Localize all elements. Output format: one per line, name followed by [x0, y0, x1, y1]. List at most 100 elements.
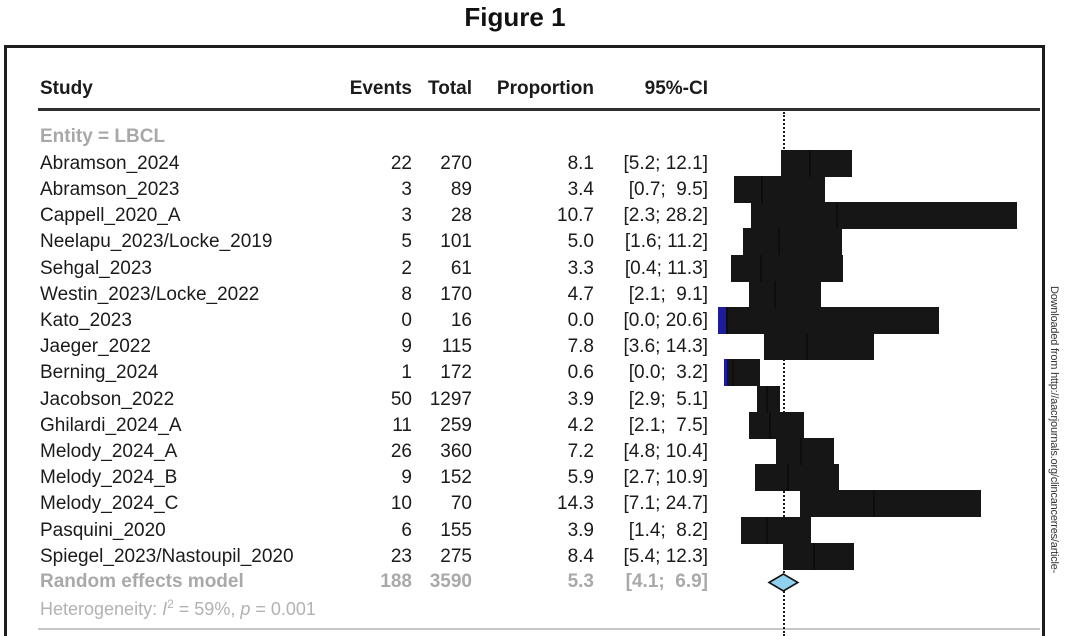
study-ci-value: [2.9; 5.1] — [628, 388, 708, 410]
study-ci-value: [1.6; 11.2] — [624, 231, 708, 253]
effect-point-tick — [800, 437, 803, 465]
subgroup-label: Entity = LBCL — [40, 126, 166, 147]
ci-whisker — [741, 516, 812, 544]
ci-whisker — [750, 202, 1018, 230]
study-ci-value: [2.1; 7.5] — [628, 414, 708, 436]
study-proportion-value: 3.3 — [567, 257, 594, 279]
study-row: Jaeger_2022 9 115 7.8 [3.6; 14.3] — [0, 333, 1080, 361]
ci-whisker — [776, 437, 835, 465]
study-name: Ghilardi_2024_A — [40, 414, 182, 436]
heterogeneity-suffix: = 0.001 — [250, 599, 316, 619]
pooled-estimate-reference-line — [782, 112, 785, 636]
study-ci-value: [2.7; 10.9] — [623, 467, 708, 489]
study-row: Ghilardi_2024_A 11 259 4.2 [2.1; 7.5] — [0, 411, 1080, 439]
study-total-value: 28 — [450, 205, 472, 227]
study-row: Abramson_2023 3 89 3.4 [0.7; 9.5] — [0, 175, 1080, 203]
study-proportion-value: 4.2 — [567, 414, 594, 436]
study-name: Berning_2024 — [40, 362, 159, 384]
study-total-value: 170 — [440, 283, 472, 305]
effect-point-tick — [812, 542, 815, 570]
study-row: Berning_2024 1 172 0.6 [0.0; 3.2] — [0, 359, 1080, 387]
study-total-value: 61 — [450, 257, 472, 279]
study-proportion-value: 4.7 — [567, 283, 594, 305]
study-name: Neelapu_2023/Locke_2019 — [40, 231, 273, 253]
study-events-value: 5 — [401, 231, 412, 253]
study-row: Spiegel_2023/Nastoupil_2020 23 275 8.4 [5.4;… — [0, 542, 1080, 570]
study-events-value: 3 — [401, 178, 412, 200]
study-name: Jacobson_2022 — [40, 388, 175, 410]
study-ci-value: [3.6; 14.3] — [623, 336, 708, 358]
study-events-value: 0 — [401, 309, 412, 331]
ci-whisker — [743, 228, 843, 256]
column-header-ci: 95%-CI — [644, 78, 708, 99]
study-row: Abramson_2024 22 270 8.1 [5.2; 12.1] — [0, 149, 1080, 177]
ci-whisker — [748, 280, 821, 308]
study-events-value: 23 — [390, 545, 412, 567]
study-total-value: 360 — [440, 440, 472, 462]
study-total-value: 259 — [440, 414, 472, 436]
study-events-value: 8 — [401, 283, 412, 305]
study-proportion-value: 14.3 — [557, 493, 594, 515]
study-ci-value: [4.8; 10.4] — [623, 440, 708, 462]
study-proportion-value: 5.9 — [567, 467, 594, 489]
ci-whisker — [800, 490, 982, 518]
study-ci-value: [0.7; 9.5] — [628, 178, 708, 200]
ci-whisker — [782, 542, 854, 570]
study-proportion-value: 10.7 — [557, 205, 594, 227]
study-total-value: 172 — [440, 362, 472, 384]
study-name: Melody_2024_B — [40, 467, 178, 489]
effect-point-tick — [769, 411, 772, 439]
study-name: Cappell_2020_A — [40, 205, 181, 227]
study-total-value: 1297 — [429, 388, 472, 410]
study-ci-value: [0.4; 11.3] — [624, 257, 708, 279]
study-row: Westin_2023/Locke_2022 8 170 4.7 [2.1; 9.1] — [0, 280, 1080, 308]
study-proportion-value: 3.9 — [567, 519, 594, 541]
study-ci-value: [2.1; 9.1] — [628, 283, 708, 305]
study-name: Sehgal_2023 — [40, 257, 152, 279]
download-watermark: Downloaded from http://aacrjournals.org/… — [1048, 286, 1060, 574]
summary-diamond-shape — [767, 572, 800, 592]
summary-events-value: 188 — [380, 571, 412, 592]
study-proportion-value: 7.8 — [567, 336, 594, 358]
ci-whisker — [754, 464, 840, 492]
x-axis-baseline — [38, 628, 1040, 631]
effect-point-tick — [806, 333, 809, 361]
study-total-value: 275 — [440, 545, 472, 567]
study-proportion-value: 0.0 — [567, 309, 594, 331]
study-events-value: 6 — [401, 519, 412, 541]
heterogeneity-prefix: Heterogeneity: — [40, 599, 163, 619]
effect-point-tick — [786, 464, 789, 492]
study-total-value: 115 — [441, 336, 472, 358]
study-row: Melody_2024_A 26 360 7.2 [4.8; 10.4] — [0, 437, 1080, 465]
study-name: Abramson_2024 — [40, 152, 180, 174]
study-ci-value: [0.0; 20.6] — [623, 309, 708, 331]
column-header-proportion: Proportion — [496, 78, 594, 99]
effect-point-tick — [836, 202, 839, 230]
study-row: Sehgal_2023 2 61 3.3 [0.4; 11.3] — [0, 254, 1080, 282]
ci-whisker — [764, 333, 875, 361]
effect-point-tick — [766, 516, 769, 544]
ci-whisker — [756, 385, 780, 413]
heterogeneity-mid: = 59%, — [173, 599, 241, 619]
study-events-value: 50 — [390, 388, 412, 410]
figure-title: Figure 1 — [464, 2, 566, 32]
study-name: Jaeger_2022 — [40, 336, 151, 358]
study-row: Pasquini_2020 6 155 3.9 [1.4; 8.2] — [0, 516, 1080, 544]
study-name: Pasquini_2020 — [40, 519, 166, 541]
study-proportion-value: 3.9 — [567, 388, 594, 410]
heterogeneity-i-symbol: I — [162, 599, 168, 619]
study-events-value: 9 — [401, 336, 412, 358]
study-events-value: 9 — [401, 467, 412, 489]
ci-whisker — [734, 175, 825, 203]
effect-point-tick — [761, 175, 764, 203]
study-total-value: 152 — [440, 467, 472, 489]
study-row: Neelapu_2023/Locke_2019 5 101 5.0 [1.6; 11.2… — [0, 228, 1080, 256]
study-row: Jacobson_2022 50 1297 3.9 [2.9; 5.1] — [0, 385, 1080, 413]
study-proportion-value: 5.0 — [567, 231, 594, 253]
study-ci-value: [0.0; 3.2] — [628, 362, 708, 384]
forest-plot-frame — [4, 45, 1045, 636]
ci-whisker — [731, 254, 844, 282]
study-name: Abramson_2023 — [40, 178, 180, 200]
study-name: Melody_2024_A — [40, 440, 178, 462]
